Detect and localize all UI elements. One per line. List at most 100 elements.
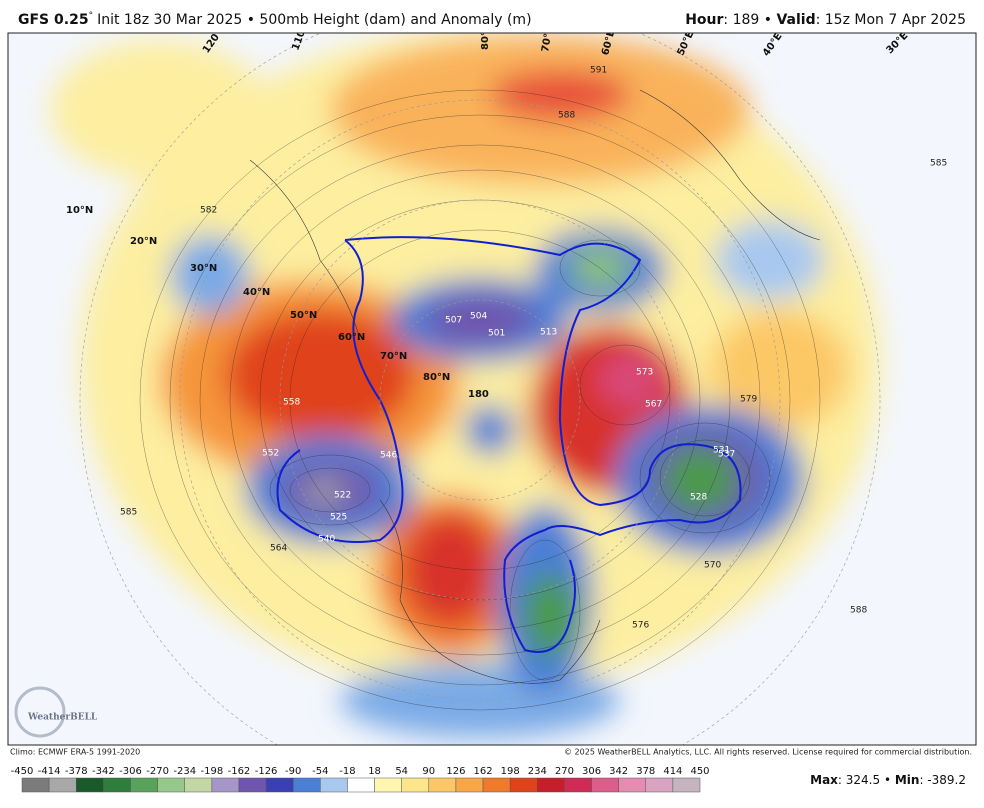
colorbar-segment	[672, 777, 701, 793]
contour-label: 564	[270, 544, 287, 554]
contour-label: 585	[120, 508, 137, 518]
contour-label: 591	[590, 66, 607, 76]
contour-label: 531	[713, 446, 730, 456]
valid-label: Valid	[776, 12, 815, 28]
contour-label: 579	[740, 395, 757, 405]
contour-label: 522	[334, 491, 351, 501]
colorbar: -450 -414 -378 -342 -306 -270 -234 -198 -162 -126…	[11, 766, 710, 793]
latitude-label: 10°N	[66, 205, 93, 216]
contour-label: 513	[540, 328, 557, 338]
contour-label: 504	[470, 312, 487, 322]
latitude-label: 50°N	[290, 310, 317, 321]
contour-label: 567	[645, 400, 662, 410]
colorbar-tick-label: 126	[446, 766, 465, 777]
colorbar-segment	[618, 777, 647, 793]
colorbar-tick-label: 270	[555, 766, 574, 777]
graticule	[279, 199, 681, 601]
colorbar-tick-label: -18	[339, 766, 355, 777]
anomaly-field	[50, 33, 880, 738]
description: Init 18z 30 Mar 2025 • 500mb Height (dam…	[97, 12, 531, 28]
contour-label: 540	[318, 535, 335, 545]
latitude-label: 80°N	[423, 372, 450, 383]
header-title: GFS 0.25° Init 18z 30 Mar 2025 • 500mb He…	[18, 11, 532, 29]
contour-label: 588	[850, 606, 867, 616]
logo-text: WeatherBELL	[27, 713, 98, 723]
graticule	[179, 99, 781, 701]
colorbar-tick-label: 234	[528, 766, 547, 777]
colorbar-segment	[48, 777, 77, 793]
colorbar-segment	[347, 777, 375, 793]
contour-label: 546	[380, 451, 397, 461]
colorbar-tick-label: 342	[609, 766, 628, 777]
colorbar-tick-label: -198	[200, 766, 223, 777]
colorbar-tick-label: 198	[501, 766, 520, 777]
colorbar-segment	[320, 777, 348, 793]
colorbar-tick-label: -126	[255, 766, 278, 777]
contour-label: 585	[930, 159, 947, 169]
header-valid: Hour: 189 • Valid: 15z Mon 7 Apr 2025	[685, 12, 966, 28]
longitude-label: 70°E	[540, 26, 555, 53]
climo-note: Climo: ECMWF ERA-5 1991-2020	[10, 748, 140, 757]
contour-label: 501	[488, 329, 505, 339]
hour-value: : 189 •	[723, 12, 776, 28]
graticule	[379, 299, 581, 501]
colorbar-tick-label: -54	[312, 766, 328, 777]
contour-label: 588	[558, 111, 575, 121]
graticule	[79, 33, 881, 745]
colorbar-tick-label: 306	[582, 766, 601, 777]
colorbar-tick-label: -90	[285, 766, 301, 777]
colorbar-tick-label: 18	[368, 766, 381, 777]
contour-label: 528	[690, 493, 707, 503]
max-min: Max: 324.5 • Min: -389.2	[810, 773, 966, 787]
colorbar-segment	[537, 777, 565, 793]
colorbar-tick-label: -270	[146, 766, 169, 777]
colorbar-tick-label: -414	[38, 766, 61, 777]
colorbar-tick-label: 54	[395, 766, 408, 777]
copyright: © 2025 WeatherBELL Analytics, LLC. All r…	[564, 748, 972, 757]
colorbar-tick-label: 450	[690, 766, 709, 777]
colorbar-tick-label: -342	[92, 766, 115, 777]
colorbar-segment	[401, 777, 430, 793]
colorbar-segment	[292, 777, 321, 793]
degree: °	[89, 11, 94, 21]
logo: WeatherBELL	[14, 686, 98, 738]
colorbar-tick-label: -162	[228, 766, 251, 777]
latitude-label: 20°N	[130, 236, 157, 247]
contour-label: 573	[636, 368, 653, 378]
colorbar-tick-label: 90	[422, 766, 435, 777]
colorbar-tick-label: -234	[173, 766, 196, 777]
colorbar-tick-label: 162	[473, 766, 492, 777]
max-value: : 324.5 •	[838, 773, 895, 787]
latitude-label: 60°N	[338, 332, 365, 343]
colorbar-segment	[130, 777, 158, 793]
colorbar-tick-label: -306	[119, 766, 142, 777]
540-contour	[276, 236, 742, 653]
map-frame	[7, 32, 977, 746]
colorbar-segment	[591, 777, 619, 793]
colorbar-tick-label: -450	[11, 766, 34, 777]
colorbar-segment	[211, 777, 240, 793]
colorbar-segment	[103, 777, 131, 793]
latitude-label: 40°N	[243, 287, 270, 298]
coastlines	[249, 89, 821, 684]
colorbar-tick-label: 378	[636, 766, 655, 777]
colorbar-segment	[645, 777, 674, 793]
colorbar-tick-label: -378	[65, 766, 88, 777]
colorbar-segment	[238, 777, 267, 793]
latitude-label: 180	[468, 389, 489, 400]
contour-label: 525	[330, 513, 347, 523]
contour-label: 552	[262, 449, 279, 459]
model: GFS 0.25	[18, 12, 89, 28]
contour-label: 558	[283, 398, 300, 408]
contour-label: 582	[200, 206, 217, 216]
colorbar-segment	[157, 777, 185, 793]
colorbar-segment	[564, 777, 592, 793]
colorbar-segment	[455, 777, 484, 793]
colorbar-segment	[482, 777, 511, 793]
height-contours	[139, 89, 821, 711]
colorbar-segment	[509, 777, 538, 793]
colorbar-tick-label: 414	[663, 766, 682, 777]
latitude-label: 30°N	[190, 263, 217, 274]
colorbar-segment	[374, 777, 402, 793]
